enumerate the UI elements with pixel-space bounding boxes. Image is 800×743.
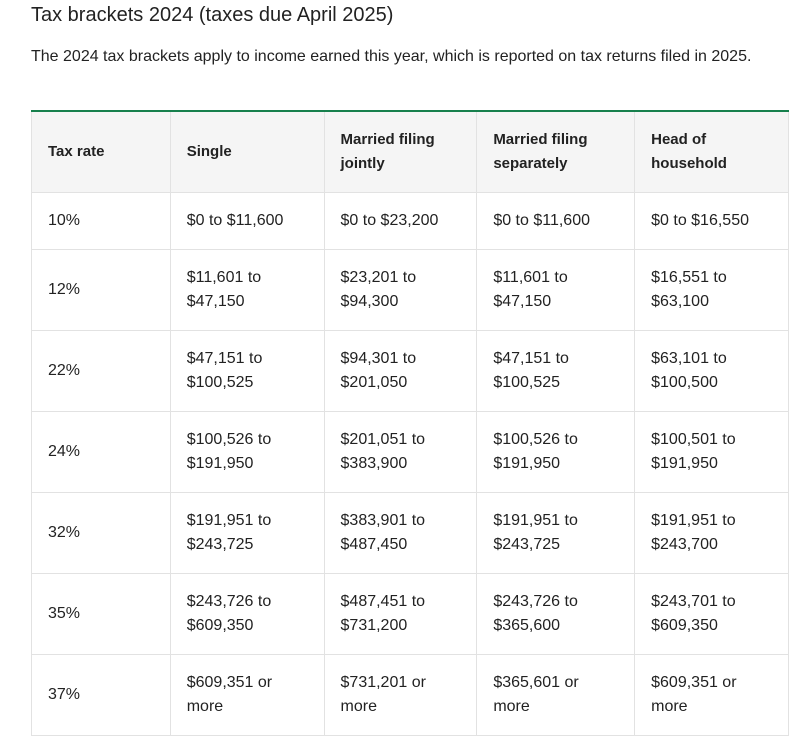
bracket-cell: $191,951 to $243,725	[476, 492, 636, 574]
bracket-cell: $609,351 or more	[634, 654, 789, 736]
cell-text: $365,601 or more	[493, 674, 579, 715]
cell-text: $609,351 or more	[651, 674, 737, 715]
bracket-cell: $94,301 to $201,050	[323, 330, 478, 412]
bracket-cell: $243,726 to $365,600	[476, 573, 636, 655]
tax-rate-cell: 12%	[31, 249, 171, 331]
table-row: 22% $47,151 to $100,525 $94,301 to $201,05…	[31, 330, 789, 412]
bracket-cell: $16,551 to $63,100	[634, 249, 789, 331]
intro-text: The 2024 tax brackets apply to income ea…	[31, 48, 752, 65]
tax-rate-cell: 32%	[31, 492, 171, 574]
cell-text: $47,151 to $100,525	[493, 350, 569, 391]
bracket-cell: $47,151 to $100,525	[476, 330, 636, 412]
cell-text: $16,551 to $63,100	[651, 269, 727, 310]
tax-rate-cell: 37%	[31, 654, 171, 736]
column-header: Tax rate	[31, 110, 171, 193]
column-header: Head of household	[634, 110, 789, 193]
column-header-text: Head of household	[651, 131, 727, 172]
bracket-cell: $365,601 or more	[476, 654, 636, 736]
cell-text: $0 to $23,200	[340, 212, 439, 229]
bracket-cell: $0 to $23,200	[323, 192, 478, 250]
cell-text: $100,526 to $191,950	[493, 431, 578, 472]
cell-text: 24%	[48, 443, 81, 460]
table-row: 32% $191,951 to $243,725 $383,901 to $487,…	[31, 492, 789, 574]
cell-text: $0 to $11,600	[493, 212, 590, 229]
cell-text: 37%	[48, 686, 81, 703]
column-header: Single	[169, 110, 325, 193]
table-body: 10% $0 to $11,600 $0 to $23,200 $0 to $11,6…	[31, 192, 789, 736]
column-header-text: Married filing separately	[493, 131, 588, 172]
cell-text: $11,601 to $47,150	[493, 269, 568, 310]
column-header-text: Married filing jointly	[340, 131, 435, 172]
table-row: 10% $0 to $11,600 $0 to $23,200 $0 to $11,6…	[31, 192, 789, 250]
cell-text: $63,101 to $100,500	[651, 350, 727, 391]
table-row: 24% $100,526 to $191,950 $201,051 to $383,…	[31, 411, 789, 493]
bracket-cell: $0 to $11,600	[476, 192, 636, 250]
cell-text: $23,201 to $94,300	[340, 269, 417, 310]
tax-rate-cell: 24%	[31, 411, 171, 493]
cell-text: $731,201 or more	[340, 674, 426, 715]
cell-text: $609,351 or more	[186, 674, 273, 715]
cell-text: $0 to $11,600	[186, 212, 284, 229]
cell-text: $94,301 to $201,050	[340, 350, 417, 391]
cell-text: $191,951 to $243,700	[651, 512, 736, 553]
bracket-cell: $11,601 to $47,150	[476, 249, 636, 331]
tax-rate-cell: 10%	[31, 192, 171, 250]
cell-text: $201,051 to $383,900	[340, 431, 426, 472]
bracket-cell: $0 to $11,600	[169, 192, 325, 250]
table-row: 12% $11,601 to $47,150 $23,201 to $94,300 $…	[31, 249, 789, 331]
cell-text: $11,601 to $47,150	[186, 269, 262, 310]
cell-text: 22%	[48, 362, 81, 379]
cell-text: $0 to $16,550	[651, 212, 749, 229]
tax-table: Tax rate Single Married filing jointly Marr…	[31, 110, 789, 736]
cell-text: $100,501 to $191,950	[651, 431, 736, 472]
cell-text: 12%	[48, 281, 81, 298]
bracket-cell: $47,151 to $100,525	[169, 330, 325, 412]
bracket-cell: $731,201 or more	[323, 654, 478, 736]
column-header-text: Single	[186, 143, 232, 160]
bracket-cell: $609,351 or more	[169, 654, 325, 736]
cell-text: $243,726 to $365,600	[493, 593, 578, 634]
cell-text: $191,951 to $243,725	[186, 512, 272, 553]
table-row: 37% $609,351 or more $731,201 or more $365,…	[31, 654, 789, 736]
cell-text: $243,701 to $609,350	[651, 593, 736, 634]
column-header: Married filing separately	[476, 110, 636, 193]
tax-rate-cell: 22%	[31, 330, 171, 412]
tax-rate-cell: 35%	[31, 573, 171, 655]
bracket-cell: $243,701 to $609,350	[634, 573, 789, 655]
table-row: 35% $243,726 to $609,350 $487,451 to $731,…	[31, 573, 789, 655]
bracket-cell: $11,601 to $47,150	[169, 249, 325, 331]
bracket-cell: $191,951 to $243,700	[634, 492, 789, 574]
cell-text: $487,451 to $731,200	[340, 593, 426, 634]
bracket-cell: $100,526 to $191,950	[476, 411, 636, 493]
column-header-text: Tax rate	[48, 143, 105, 160]
bracket-cell: $23,201 to $94,300	[323, 249, 478, 331]
cell-text: $100,526 to $191,950	[186, 431, 272, 472]
bracket-cell: $201,051 to $383,900	[323, 411, 478, 493]
bracket-cell: $243,726 to $609,350	[169, 573, 325, 655]
bracket-cell: $383,901 to $487,450	[323, 492, 478, 574]
bracket-cell: $100,501 to $191,950	[634, 411, 789, 493]
page-title: Tax brackets 2024 (taxes due April 2025)	[31, 4, 394, 26]
cell-text: $191,951 to $243,725	[493, 512, 578, 553]
header-row: Tax rate Single Married filing jointly Marr…	[31, 110, 789, 193]
bracket-cell: $63,101 to $100,500	[634, 330, 789, 412]
bracket-cell: $0 to $16,550	[634, 192, 789, 250]
column-header: Married filing jointly	[323, 110, 478, 193]
cell-text: 10%	[48, 212, 81, 229]
bracket-cell: $191,951 to $243,725	[169, 492, 325, 574]
cell-text: $383,901 to $487,450	[340, 512, 426, 553]
bracket-cell: $100,526 to $191,950	[169, 411, 325, 493]
cell-text: 35%	[48, 605, 81, 622]
cell-text: 32%	[48, 524, 81, 541]
bracket-cell: $487,451 to $731,200	[323, 573, 478, 655]
cell-text: $243,726 to $609,350	[186, 593, 272, 634]
cell-text: $47,151 to $100,525	[186, 350, 263, 391]
